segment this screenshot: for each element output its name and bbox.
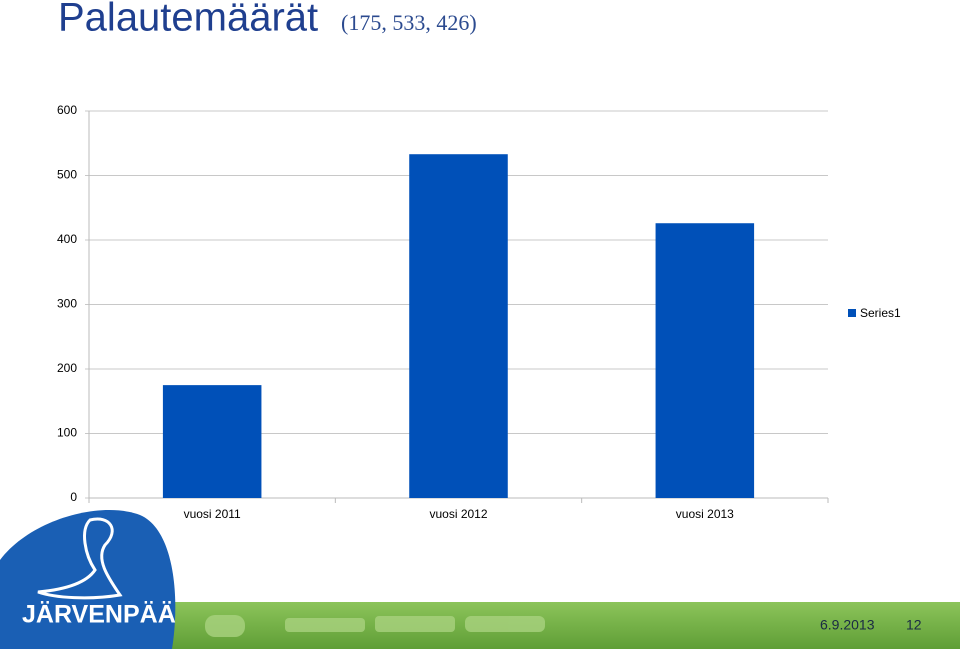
y-tick-label: 300 xyxy=(57,297,77,311)
date: 6.9.2013 xyxy=(820,617,875,633)
chart-title: Palautemäärät xyxy=(58,0,318,40)
y-tick-label: 600 xyxy=(57,103,77,117)
bar xyxy=(655,223,755,499)
x-tick-label: vuosi 2012 xyxy=(429,507,487,521)
chart-subtitle: (175, 533, 426) xyxy=(341,10,477,35)
y-tick-label: 400 xyxy=(57,232,77,246)
logo-shape xyxy=(0,510,176,649)
x-tick-label: vuosi 2013 xyxy=(676,507,734,521)
x-tick-label: vuosi 2011 xyxy=(184,507,241,521)
y-tick-label: 200 xyxy=(57,361,77,375)
bar xyxy=(162,385,262,498)
y-tick-label: 100 xyxy=(57,426,77,440)
logo-bird xyxy=(37,517,123,600)
y-tick-label: 500 xyxy=(57,168,77,182)
page-number: 12 xyxy=(906,617,922,633)
y-tick-label: 0 xyxy=(70,490,77,504)
legend-swatch xyxy=(848,309,856,317)
legend-label: Series1 xyxy=(860,306,901,320)
bar xyxy=(409,154,508,498)
logo-text: JÄRVENPÄÄ xyxy=(22,601,176,629)
footer-decoration xyxy=(205,615,545,637)
